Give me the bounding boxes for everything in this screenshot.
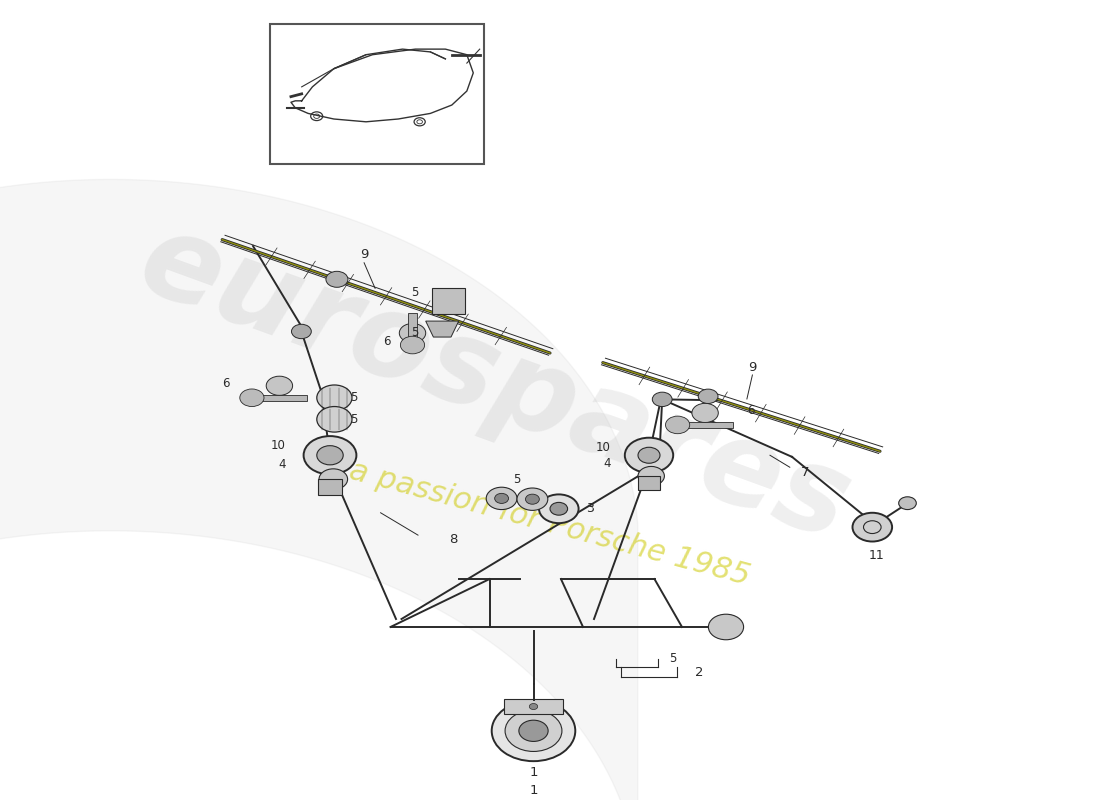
Text: 1: 1 xyxy=(529,783,538,797)
Circle shape xyxy=(852,513,892,542)
Circle shape xyxy=(317,446,343,465)
Circle shape xyxy=(519,720,548,742)
Circle shape xyxy=(266,376,293,395)
Circle shape xyxy=(492,701,575,761)
Text: 5: 5 xyxy=(410,286,418,299)
Text: 1: 1 xyxy=(529,766,538,779)
Circle shape xyxy=(625,438,673,473)
Text: a passion for Porsche 1985: a passion for Porsche 1985 xyxy=(346,456,754,590)
Circle shape xyxy=(638,447,660,463)
Text: 5: 5 xyxy=(350,413,358,426)
Circle shape xyxy=(550,502,568,515)
Circle shape xyxy=(666,416,690,434)
Circle shape xyxy=(517,488,548,510)
Text: 7: 7 xyxy=(801,466,810,479)
Circle shape xyxy=(400,336,425,354)
Circle shape xyxy=(495,494,508,503)
Circle shape xyxy=(317,385,352,410)
Bar xyxy=(270,24,484,164)
Text: 10: 10 xyxy=(595,441,610,454)
Circle shape xyxy=(317,406,352,432)
Text: 5: 5 xyxy=(410,326,418,338)
Circle shape xyxy=(326,271,348,287)
Text: 6: 6 xyxy=(383,334,390,347)
Circle shape xyxy=(319,469,348,490)
Bar xyxy=(252,394,307,401)
Bar xyxy=(318,479,342,495)
Text: 3: 3 xyxy=(585,502,594,515)
Text: 5: 5 xyxy=(669,653,676,666)
Circle shape xyxy=(899,497,916,510)
Circle shape xyxy=(486,487,517,510)
Text: 5: 5 xyxy=(350,391,358,404)
Bar xyxy=(504,699,563,714)
Text: 6: 6 xyxy=(747,404,755,417)
Circle shape xyxy=(304,436,356,474)
Text: 9: 9 xyxy=(360,248,368,262)
Circle shape xyxy=(240,389,264,406)
Circle shape xyxy=(399,323,426,342)
Circle shape xyxy=(698,389,718,403)
Bar xyxy=(432,288,465,314)
Circle shape xyxy=(692,403,718,422)
Circle shape xyxy=(638,466,664,486)
Circle shape xyxy=(652,392,672,406)
Circle shape xyxy=(526,494,539,504)
Text: 10: 10 xyxy=(271,439,286,452)
Text: 2: 2 xyxy=(695,666,704,679)
Circle shape xyxy=(708,614,744,640)
Text: 8: 8 xyxy=(449,533,458,546)
Polygon shape xyxy=(426,321,459,337)
Text: 9: 9 xyxy=(748,361,757,374)
Text: 6: 6 xyxy=(222,377,230,390)
Circle shape xyxy=(292,324,311,338)
Text: 5: 5 xyxy=(514,473,520,486)
Circle shape xyxy=(505,710,562,751)
Bar xyxy=(678,422,733,428)
Text: 11: 11 xyxy=(869,549,884,562)
Circle shape xyxy=(529,703,538,710)
Text: 4: 4 xyxy=(278,458,286,471)
Circle shape xyxy=(539,494,579,523)
Bar xyxy=(408,313,417,345)
Text: eurospares: eurospares xyxy=(124,202,866,565)
Text: 4: 4 xyxy=(603,457,611,470)
Bar xyxy=(638,476,660,490)
